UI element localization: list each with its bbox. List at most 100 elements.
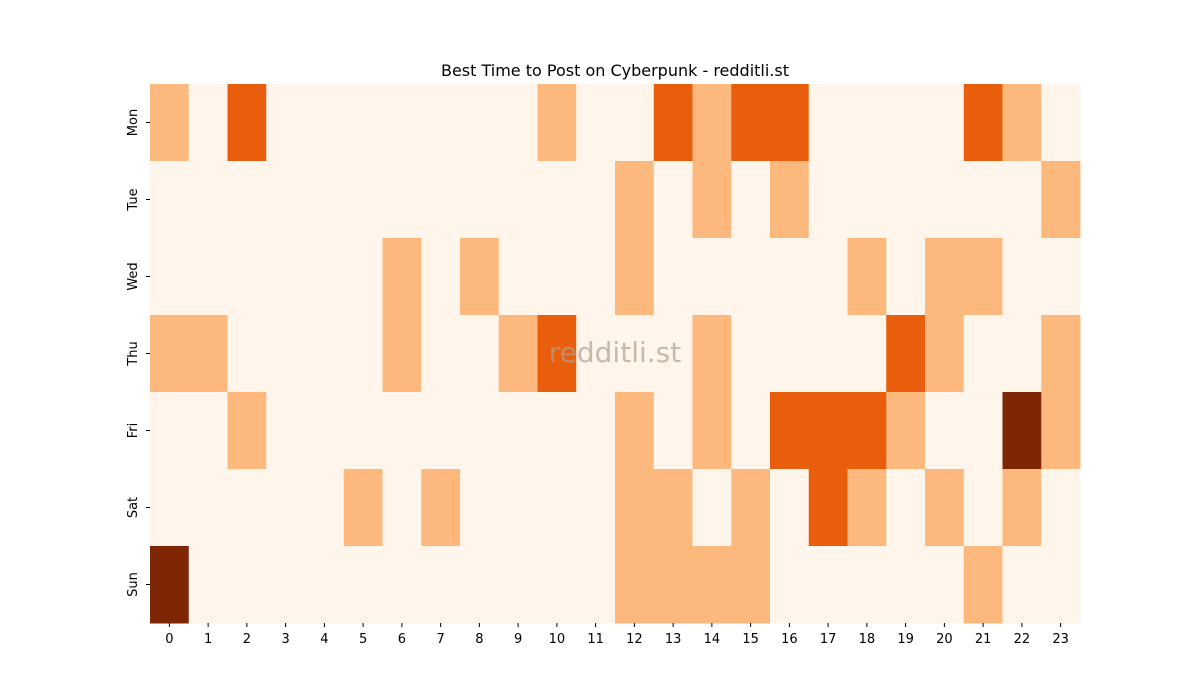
x-tick-label: 0 bbox=[165, 632, 173, 647]
heatmap-cell-fri-6 bbox=[382, 392, 422, 470]
x-tick-label: 1 bbox=[204, 632, 212, 647]
heatmap-cell-sat-5 bbox=[343, 469, 383, 547]
heatmap-cell-wed-8 bbox=[460, 238, 500, 316]
heatmap-cell-mon-17 bbox=[808, 84, 848, 162]
heatmap-cell-tue-11 bbox=[576, 161, 616, 239]
heatmap-cell-wed-22 bbox=[1002, 238, 1042, 316]
heatmap-cell-sun-19 bbox=[886, 546, 926, 624]
heatmap-cell-mon-16 bbox=[770, 84, 810, 162]
heatmap-cell-wed-14 bbox=[692, 238, 732, 316]
y-tick-label: Mon bbox=[126, 109, 141, 136]
heatmap-cell-fri-10 bbox=[537, 392, 577, 470]
heatmap-cell-thu-22 bbox=[1002, 315, 1042, 393]
heatmap-cell-tue-12 bbox=[615, 161, 655, 239]
heatmap-cell-wed-3 bbox=[266, 238, 306, 316]
heatmap-cell-thu-9 bbox=[498, 315, 538, 393]
heatmap-cell-wed-20 bbox=[925, 238, 965, 316]
x-tick-label: 2 bbox=[243, 632, 251, 647]
watermark: redditli.st bbox=[549, 336, 681, 369]
heatmap-cell-thu-15 bbox=[731, 315, 771, 393]
heatmap-cell-sun-15 bbox=[731, 546, 771, 624]
heatmap-cell-sat-14 bbox=[692, 469, 732, 547]
x-tick-label: 14 bbox=[704, 632, 721, 647]
heatmap-cell-mon-11 bbox=[576, 84, 616, 162]
heatmap-cell-thu-12 bbox=[615, 315, 655, 393]
heatmap-cell-thu-14 bbox=[692, 315, 732, 393]
heatmap-cell-sat-1 bbox=[188, 469, 228, 547]
heatmap-cell-mon-9 bbox=[498, 84, 538, 162]
heatmap-cell-mon-5 bbox=[343, 84, 383, 162]
heatmap-cell-sun-1 bbox=[188, 546, 228, 624]
heatmap-cell-wed-10 bbox=[537, 238, 577, 316]
heatmap-cell-mon-23 bbox=[1041, 84, 1081, 162]
heatmap-cell-tue-9 bbox=[498, 161, 538, 239]
heatmap-cell-tue-21 bbox=[963, 161, 1003, 239]
heatmap-cell-sat-15 bbox=[731, 469, 771, 547]
heatmap-cell-wed-6 bbox=[382, 238, 422, 316]
heatmap-cell-sun-13 bbox=[653, 546, 693, 624]
chart-title: Best Time to Post on Cyberpunk - redditl… bbox=[441, 61, 789, 80]
heatmap-cell-sat-21 bbox=[963, 469, 1003, 547]
heatmap-cell-mon-12 bbox=[615, 84, 655, 162]
heatmap-cell-sun-18 bbox=[847, 546, 887, 624]
heatmap-cell-mon-1 bbox=[188, 84, 228, 162]
heatmap-cell-tue-4 bbox=[305, 161, 345, 239]
heatmap-cell-fri-13 bbox=[653, 392, 693, 470]
heatmap-cell-mon-18 bbox=[847, 84, 887, 162]
heatmap-cell-thu-5 bbox=[343, 315, 383, 393]
heatmap-cell-thu-17 bbox=[808, 315, 848, 393]
heatmap-cell-tue-19 bbox=[886, 161, 926, 239]
x-tick-label: 11 bbox=[587, 632, 604, 647]
heatmap-cell-fri-18 bbox=[847, 392, 887, 470]
heatmap-cell-wed-4 bbox=[305, 238, 345, 316]
x-tick-label: 6 bbox=[398, 632, 406, 647]
heatmap-cell-mon-3 bbox=[266, 84, 306, 162]
heatmap-cell-mon-2 bbox=[227, 84, 267, 162]
heatmap-cell-fri-7 bbox=[421, 392, 461, 470]
heatmap-cell-sat-19 bbox=[886, 469, 926, 547]
heatmap-cell-sun-14 bbox=[692, 546, 732, 624]
heatmap-cell-tue-22 bbox=[1002, 161, 1042, 239]
heatmap-cell-fri-11 bbox=[576, 392, 616, 470]
heatmap-cell-fri-9 bbox=[498, 392, 538, 470]
heatmap-cell-sun-20 bbox=[925, 546, 965, 624]
heatmap-cell-fri-22 bbox=[1002, 392, 1042, 470]
heatmap-cell-wed-19 bbox=[886, 238, 926, 316]
heatmap-cell-sat-13 bbox=[653, 469, 693, 547]
x-tick-label: 10 bbox=[549, 632, 566, 647]
heatmap-cell-sun-12 bbox=[615, 546, 655, 624]
heatmap-cell-sun-5 bbox=[343, 546, 383, 624]
heatmap-cell-fri-8 bbox=[460, 392, 500, 470]
heatmap-cell-tue-6 bbox=[382, 161, 422, 239]
heatmap-cell-wed-9 bbox=[498, 238, 538, 316]
heatmap-cell-sat-4 bbox=[305, 469, 345, 547]
heatmap-cell-sat-18 bbox=[847, 469, 887, 547]
x-tick-label: 12 bbox=[626, 632, 643, 647]
heatmap-cell-wed-7 bbox=[421, 238, 461, 316]
heatmap-cell-mon-0 bbox=[150, 84, 190, 162]
heatmap-cell-tue-13 bbox=[653, 161, 693, 239]
heatmap-cell-sat-11 bbox=[576, 469, 616, 547]
heatmap-cell-sun-8 bbox=[460, 546, 500, 624]
heatmap-cell-fri-12 bbox=[615, 392, 655, 470]
heatmap-cell-sun-7 bbox=[421, 546, 461, 624]
heatmap-cell-fri-15 bbox=[731, 392, 771, 470]
heatmap-cell-thu-8 bbox=[460, 315, 500, 393]
heatmap-cell-mon-7 bbox=[421, 84, 461, 162]
heatmap-cell-fri-16 bbox=[770, 392, 810, 470]
y-tick-label: Thu bbox=[126, 341, 141, 366]
y-tick-label: Wed bbox=[126, 262, 141, 290]
heatmap-cell-mon-15 bbox=[731, 84, 771, 162]
heatmap-cell-tue-1 bbox=[188, 161, 228, 239]
heatmap-cell-sat-6 bbox=[382, 469, 422, 547]
heatmap-cell-thu-6 bbox=[382, 315, 422, 393]
heatmap-cell-sat-23 bbox=[1041, 469, 1081, 547]
heatmap-cell-mon-21 bbox=[963, 84, 1003, 162]
heatmap-cell-tue-23 bbox=[1041, 161, 1081, 239]
heatmap-cell-wed-13 bbox=[653, 238, 693, 316]
heatmap-cell-tue-14 bbox=[692, 161, 732, 239]
heatmap-cell-tue-5 bbox=[343, 161, 383, 239]
x-tick-label: 19 bbox=[897, 632, 914, 647]
heatmap-cell-fri-5 bbox=[343, 392, 383, 470]
heatmap-cell-mon-4 bbox=[305, 84, 345, 162]
